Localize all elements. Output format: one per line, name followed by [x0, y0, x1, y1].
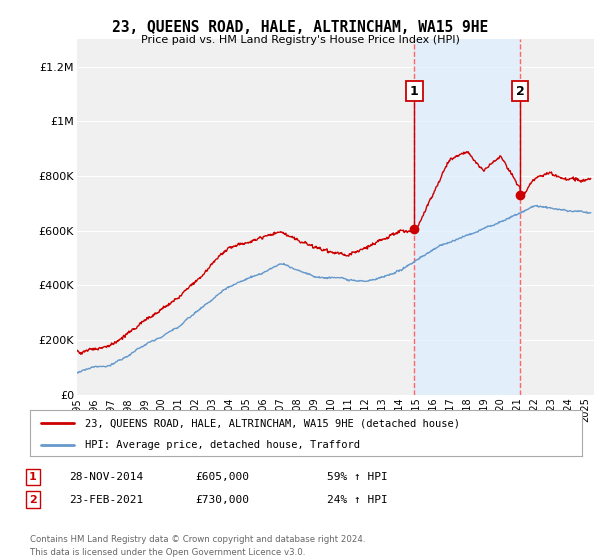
Text: 23, QUEENS ROAD, HALE, ALTRINCHAM, WA15 9HE (detached house): 23, QUEENS ROAD, HALE, ALTRINCHAM, WA15 … [85, 418, 460, 428]
Text: 23, QUEENS ROAD, HALE, ALTRINCHAM, WA15 9HE: 23, QUEENS ROAD, HALE, ALTRINCHAM, WA15 … [112, 20, 488, 35]
Text: 1: 1 [29, 472, 37, 482]
Text: Price paid vs. HM Land Registry's House Price Index (HPI): Price paid vs. HM Land Registry's House … [140, 35, 460, 45]
Text: 24% ↑ HPI: 24% ↑ HPI [327, 494, 388, 505]
Text: 2: 2 [29, 494, 37, 505]
Text: 23-FEB-2021: 23-FEB-2021 [69, 494, 143, 505]
Text: £730,000: £730,000 [195, 494, 249, 505]
Text: 28-NOV-2014: 28-NOV-2014 [69, 472, 143, 482]
Text: Contains HM Land Registry data © Crown copyright and database right 2024.
This d: Contains HM Land Registry data © Crown c… [30, 535, 365, 557]
Text: £605,000: £605,000 [195, 472, 249, 482]
Bar [415, 39, 520, 395]
Text: 2: 2 [516, 85, 524, 97]
Text: HPI: Average price, detached house, Trafford: HPI: Average price, detached house, Traf… [85, 440, 360, 450]
Text: 1: 1 [410, 85, 419, 97]
Text: 59% ↑ HPI: 59% ↑ HPI [327, 472, 388, 482]
